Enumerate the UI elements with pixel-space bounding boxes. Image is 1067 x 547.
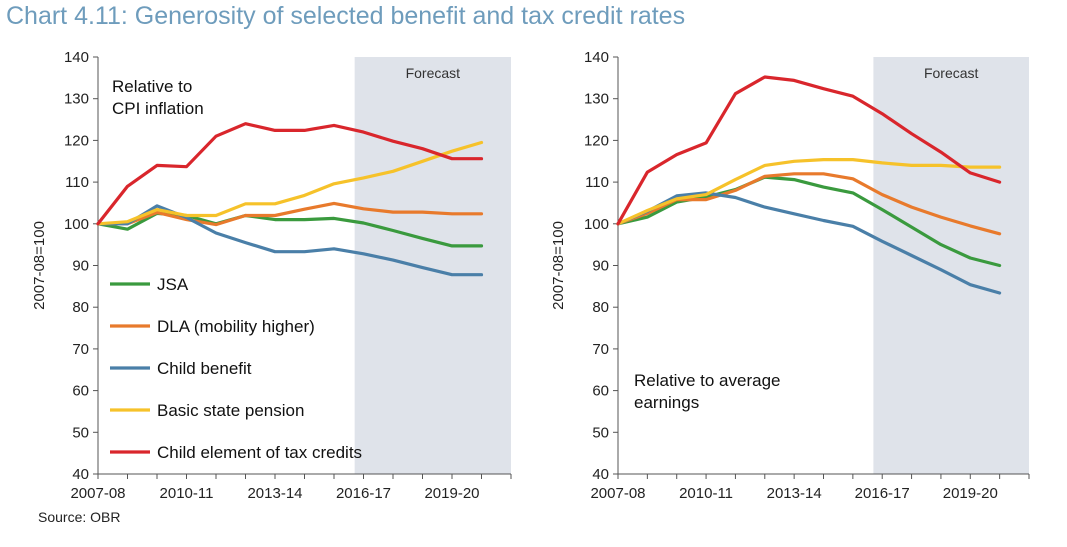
x-tick-label: 2016-17: [336, 485, 391, 502]
y-tick-label: 50: [592, 424, 609, 441]
page-title: Chart 4.11: Generosity of selected benef…: [6, 2, 686, 30]
x-tick-label: 2019-20: [943, 485, 998, 502]
y-axis-label: 2007-08=100: [550, 221, 567, 310]
x-tick-label: 2013-14: [247, 485, 302, 502]
source-note: Source: OBR: [38, 509, 121, 525]
y-tick-label: 130: [584, 91, 609, 108]
x-tick-label: 2007-08: [70, 485, 125, 502]
series-line-5: [616, 75, 1002, 226]
forecast-label: Forecast: [924, 65, 979, 81]
series-line-4: [96, 140, 484, 226]
legend-label: Basic state pension: [157, 401, 304, 420]
legend-label: Child benefit: [157, 359, 252, 378]
x-tick-label: 2010-11: [160, 485, 214, 502]
y-tick-label: 110: [585, 174, 609, 191]
y-tick-label: 120: [584, 132, 609, 149]
chart-annotation-line: earnings: [634, 393, 699, 412]
series-line-3: [616, 191, 1002, 295]
chart-panel-2: Forecast 40 50 60 70 80 90 100 110 120 130 140 2007-…: [550, 49, 1030, 502]
series-line-5: [96, 122, 484, 226]
x-tick-label: 2007-08: [590, 485, 645, 502]
series-line-4: [616, 158, 1002, 226]
y-tick-label: 60: [72, 383, 89, 400]
y-tick-label: 90: [72, 258, 89, 275]
series-line-1: [616, 175, 1002, 268]
y-tick-label: 70: [592, 341, 609, 358]
y-tick-label: 50: [72, 424, 89, 441]
series-line-2: [96, 201, 484, 227]
y-tick-label: 60: [592, 383, 609, 400]
x-tick-label: 2010-11: [679, 485, 733, 502]
y-tick-label: 140: [64, 49, 89, 66]
chart-annotation: Relative to CPI inflation: [112, 77, 204, 118]
x-tick-label: 2016-17: [855, 485, 910, 502]
y-tick-label: 120: [64, 132, 89, 149]
y-tick-label: 80: [72, 299, 89, 316]
y-tick-label: 90: [592, 258, 609, 275]
x-tick-label: 2013-14: [767, 485, 822, 502]
forecast-region: [354, 57, 511, 474]
legend-label: JSA: [157, 275, 189, 294]
chart-annotation-line: Relative to: [112, 77, 192, 96]
chart-annotation: Relative to average earnings: [634, 371, 780, 412]
y-tick-label: 110: [65, 174, 89, 191]
forecast-region: [873, 57, 1029, 474]
y-tick-label: 40: [592, 466, 609, 483]
y-tick-label: 80: [592, 299, 609, 316]
y-tick-label: 140: [584, 49, 609, 66]
chart-panel-1: Forecast 40 50 60 70 80 90 100 110 120 130 140 2007-…: [31, 49, 512, 502]
x-tick-label: 2019-20: [424, 485, 479, 502]
y-tick-label: 100: [64, 216, 89, 233]
y-tick-label: 100: [584, 216, 609, 233]
y-axis-label: 2007-08=100: [31, 221, 48, 310]
chart-annotation-line: Relative to average: [634, 371, 780, 390]
chart-annotation-line: CPI inflation: [112, 99, 204, 118]
y-tick-label: 70: [72, 341, 89, 358]
series-line-3: [96, 204, 484, 277]
y-tick-label: 130: [64, 91, 89, 108]
y-tick-label: 40: [72, 466, 89, 483]
forecast-label: Forecast: [406, 65, 461, 81]
legend-label: Child element of tax credits: [157, 443, 362, 462]
legend-label: DLA (mobility higher): [157, 317, 315, 336]
chart-legend: JSA DLA (mobility higher) Child benefit Bas…: [110, 275, 362, 462]
